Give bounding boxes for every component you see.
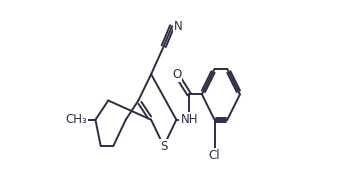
Text: NH: NH	[180, 113, 198, 126]
Text: Cl: Cl	[209, 149, 220, 162]
Text: S: S	[160, 139, 168, 152]
Text: CH₃: CH₃	[65, 113, 87, 126]
Text: O: O	[172, 68, 181, 81]
Text: N: N	[174, 20, 183, 33]
